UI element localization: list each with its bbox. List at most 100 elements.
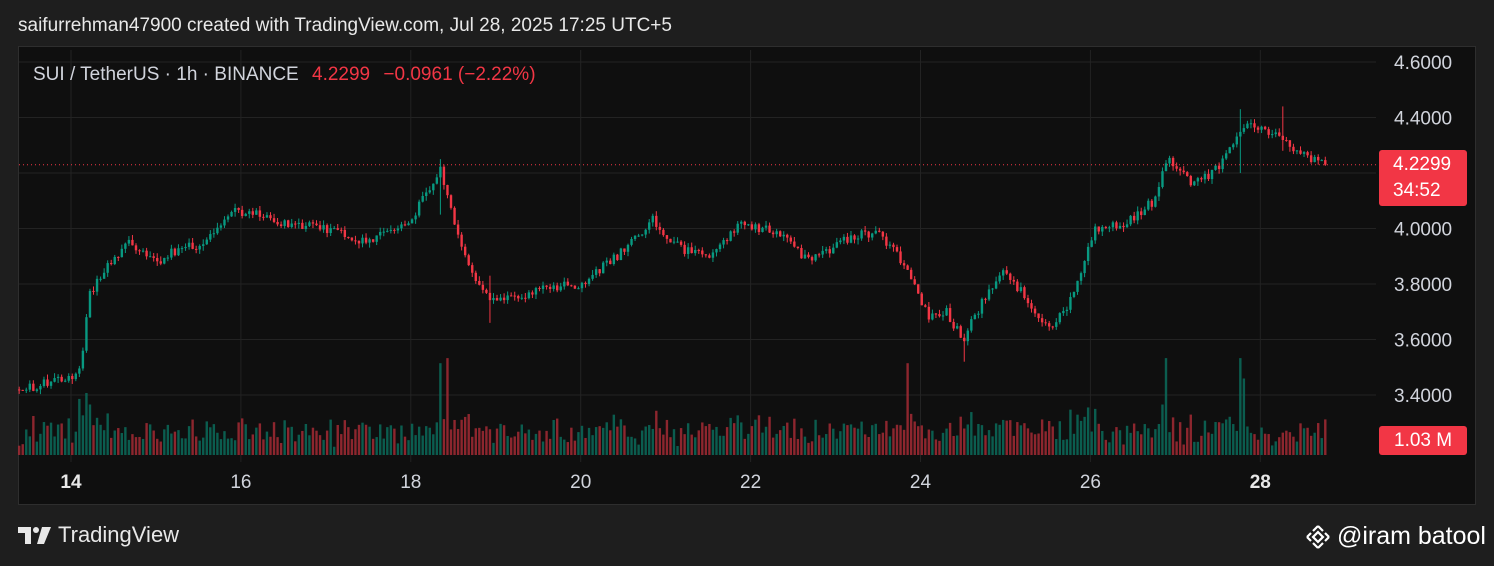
volume-bar [849, 424, 853, 455]
volume-bar [761, 432, 764, 455]
price-tick-label: 3.6000 [1394, 331, 1452, 352]
candle-body [817, 254, 821, 256]
volume-bar [655, 410, 658, 455]
candle-body [290, 223, 293, 227]
price-tick-label: 4.4000 [1394, 109, 1452, 130]
price-tick-label: 4.6000 [1394, 53, 1452, 74]
candle-body [902, 263, 906, 266]
volume-bar [1030, 432, 1033, 455]
candle-body [573, 285, 577, 289]
volume-bar [233, 440, 237, 455]
candle-body [821, 250, 824, 255]
time-tick-label: 16 [230, 472, 251, 493]
volume-bar [977, 423, 980, 455]
volume-bar [1281, 432, 1285, 455]
volume-bar [1267, 434, 1270, 455]
candle-body [400, 224, 403, 229]
volume-bar [463, 416, 467, 455]
candle-body [538, 288, 541, 290]
volume-bar [78, 398, 81, 455]
candle-body [272, 218, 276, 222]
candle-body [435, 177, 439, 184]
volume-bar [308, 435, 311, 455]
candle-body [1217, 165, 1221, 170]
volume-bar [1239, 358, 1242, 455]
candle-body [619, 248, 623, 261]
candle-body [715, 249, 718, 253]
volume-bar [88, 404, 92, 455]
volume-bar [290, 426, 293, 455]
candle-body [311, 222, 315, 224]
volume-bar [343, 420, 347, 455]
volume-bar [994, 423, 998, 455]
volume-bar [134, 437, 138, 455]
volume-bar [1150, 437, 1154, 455]
volume-bar [970, 412, 973, 455]
candle-body [1047, 323, 1051, 327]
volume-bar [786, 422, 789, 455]
candle-body [1065, 309, 1069, 311]
candle-body [899, 251, 902, 264]
grid-lines [19, 50, 1376, 462]
candle-body [1281, 135, 1285, 140]
volume-bar [874, 423, 877, 455]
candle-body [368, 239, 371, 243]
volume-bar [1132, 423, 1136, 455]
volume-bar [800, 428, 803, 455]
tradingview-logo[interactable]: TradingView [18, 522, 179, 548]
candle-body [1136, 211, 1139, 221]
price-axis: 4.60004.40004.20004.00003.80003.60003.40… [1394, 53, 1452, 407]
candle-body [747, 224, 750, 226]
candle-body [393, 229, 396, 231]
volume-bar [715, 426, 718, 455]
volume-bar [141, 438, 145, 455]
candle-body [881, 231, 885, 237]
volume-bar [619, 419, 623, 455]
volume-bar [156, 438, 159, 455]
volume-bar [25, 429, 28, 455]
candle-body [180, 248, 184, 250]
candle-body [945, 308, 948, 316]
volume-bar [205, 421, 208, 455]
candle-body [672, 241, 676, 243]
candle-body [644, 229, 647, 235]
candle-body [223, 219, 226, 226]
volume-bar [240, 418, 244, 455]
candle-body [63, 380, 67, 382]
volume-bar [152, 430, 155, 455]
volume-bar [1140, 434, 1143, 455]
symbol-legend[interactable]: SUI / TetherUS · 1h · BINANCE 4.2299 −0.… [33, 64, 536, 86]
volume-bar [743, 438, 746, 455]
candle-body [1267, 129, 1270, 135]
candle-body [60, 376, 63, 382]
candle-body [1157, 186, 1161, 197]
candle-body [318, 225, 322, 230]
candle-body [219, 225, 223, 228]
volume-bar [630, 436, 633, 455]
volume-bar [541, 441, 545, 455]
volume-bar [534, 433, 538, 455]
volume-bar [711, 429, 715, 455]
volume-bar [913, 421, 916, 455]
candle-body [251, 211, 254, 215]
candle-body [110, 263, 113, 265]
volume-bar [863, 434, 867, 455]
candle-body [127, 239, 131, 244]
candle-body [1143, 209, 1146, 216]
candle-body [212, 233, 216, 235]
candle-body [520, 297, 524, 299]
volume-bar [1122, 444, 1125, 455]
candle-body [425, 192, 428, 196]
candle-body [237, 208, 240, 210]
candle-body [1256, 127, 1260, 130]
candle-body [1221, 158, 1224, 170]
candle-body [531, 292, 534, 295]
candle-body [403, 224, 407, 226]
volume-bar [60, 423, 63, 455]
volume-bar [329, 419, 332, 455]
volume-bar [718, 435, 722, 455]
volume-bar [414, 435, 417, 455]
volume-bar [379, 424, 382, 455]
candle-body [1175, 166, 1178, 169]
